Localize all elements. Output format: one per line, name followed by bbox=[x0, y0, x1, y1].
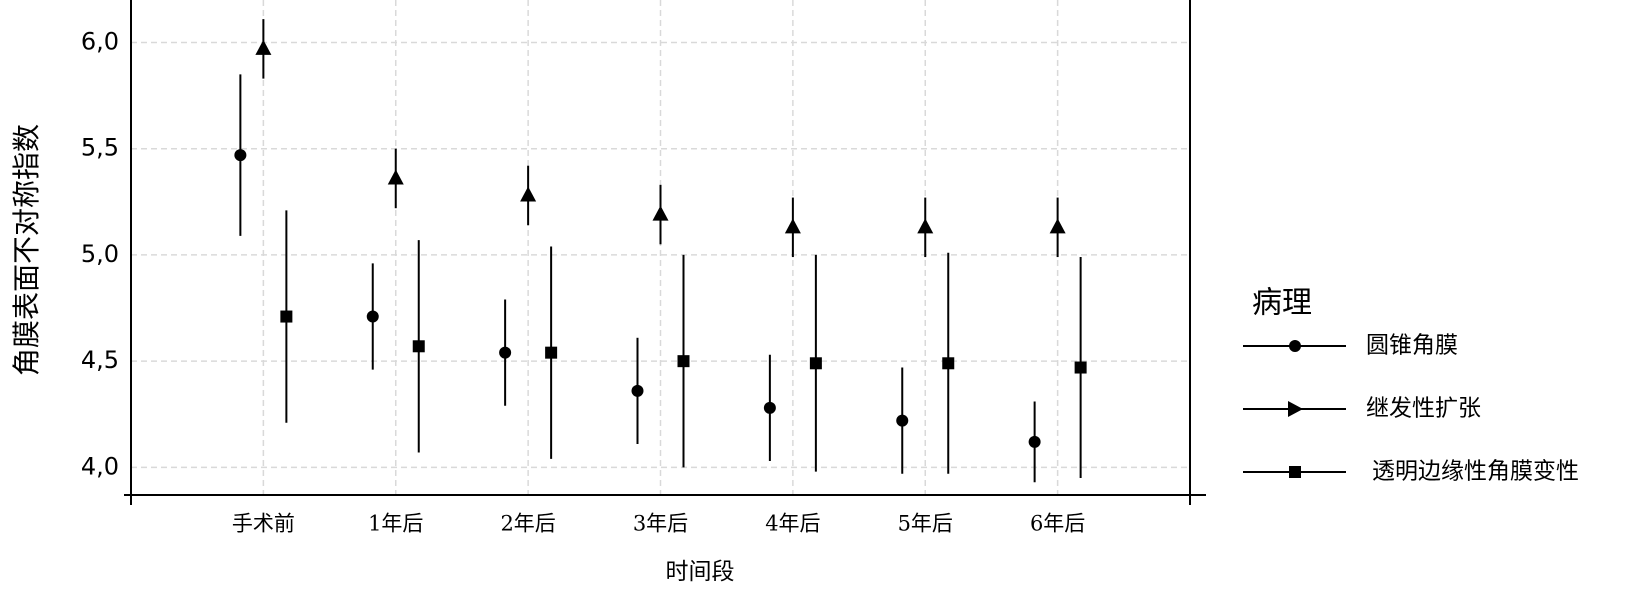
point bbox=[520, 186, 537, 202]
point bbox=[652, 205, 669, 221]
x-tick-label: 3年后 bbox=[633, 512, 688, 536]
x-tick-label: 1年后 bbox=[368, 512, 423, 536]
point bbox=[1074, 361, 1087, 374]
point bbox=[809, 357, 822, 370]
point bbox=[1028, 435, 1041, 448]
point bbox=[280, 310, 293, 323]
x-tick-label: 手术前 bbox=[232, 512, 295, 536]
point bbox=[763, 401, 776, 414]
point bbox=[499, 346, 512, 359]
x-axis-label: 时间段 bbox=[666, 559, 735, 585]
y-tick-label: 4,0 bbox=[81, 452, 119, 480]
point bbox=[917, 218, 934, 234]
legend-label: 透明边缘性角膜变性 bbox=[1372, 459, 1579, 485]
legend-label: 圆锥角膜 bbox=[1366, 333, 1458, 359]
legend-marker bbox=[1289, 466, 1301, 478]
point bbox=[255, 39, 272, 55]
point bbox=[412, 340, 425, 353]
y-tick-label: 6,0 bbox=[81, 27, 119, 55]
point bbox=[942, 357, 955, 370]
y-axis-label: 角膜表面不对称指数 bbox=[10, 124, 43, 376]
x-tick-label: 5年后 bbox=[898, 512, 953, 536]
legend-label: 继发性扩张 bbox=[1366, 396, 1481, 422]
x-tick-label: 2年后 bbox=[500, 512, 555, 536]
y-tick-label: 5,5 bbox=[81, 134, 119, 162]
y-tick-label: 5,0 bbox=[81, 240, 119, 268]
point bbox=[387, 169, 404, 185]
y-tick-label: 4,5 bbox=[81, 346, 119, 374]
legend-title: 病理 bbox=[1252, 286, 1312, 321]
x-tick-label: 6年后 bbox=[1030, 512, 1085, 536]
point bbox=[545, 346, 558, 359]
point bbox=[366, 310, 379, 323]
point bbox=[631, 384, 644, 397]
point bbox=[784, 218, 801, 234]
point bbox=[234, 149, 247, 162]
legend-marker bbox=[1288, 401, 1303, 417]
point bbox=[896, 414, 909, 427]
legend-marker bbox=[1289, 340, 1301, 352]
point bbox=[1049, 218, 1066, 234]
point bbox=[677, 355, 690, 368]
x-tick-label: 4年后 bbox=[765, 512, 820, 536]
